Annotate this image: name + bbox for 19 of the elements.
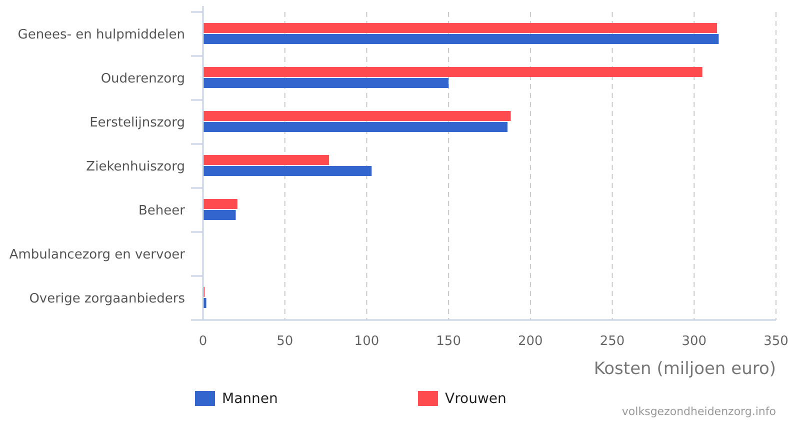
y-tick-label: Ziekenhuiszorg [86, 160, 185, 175]
x-axis-title: Kosten (miljoen euro) [594, 359, 776, 379]
y-tick-label: Beheer [138, 204, 186, 219]
legend-label: Mannen [222, 391, 278, 407]
x-tick-label: 250 [600, 334, 625, 349]
y-tick-label: Genees- en hulpmiddelen [18, 28, 185, 43]
x-tick-label: 150 [436, 334, 461, 349]
x-tick-label: 300 [682, 334, 707, 349]
legend-label: Vrouwen [445, 391, 506, 407]
x-tick-label: 50 [276, 334, 294, 349]
x-tick-label: 0 [198, 334, 208, 349]
x-tick-label: 350 [764, 334, 788, 349]
y-tick-label: Eerstelijnszorg [90, 116, 185, 131]
x-tick-label: 100 [354, 334, 380, 349]
x-tick-label: 200 [518, 334, 543, 349]
y-tick-label: Ambulancezorg en vervoer [9, 248, 186, 263]
y-tick-label: Ouderenzorg [100, 72, 185, 87]
y-tick-label: Overige zorgaanbieders [29, 292, 186, 307]
text: volksgezondheidenzorg.info [622, 405, 776, 418]
